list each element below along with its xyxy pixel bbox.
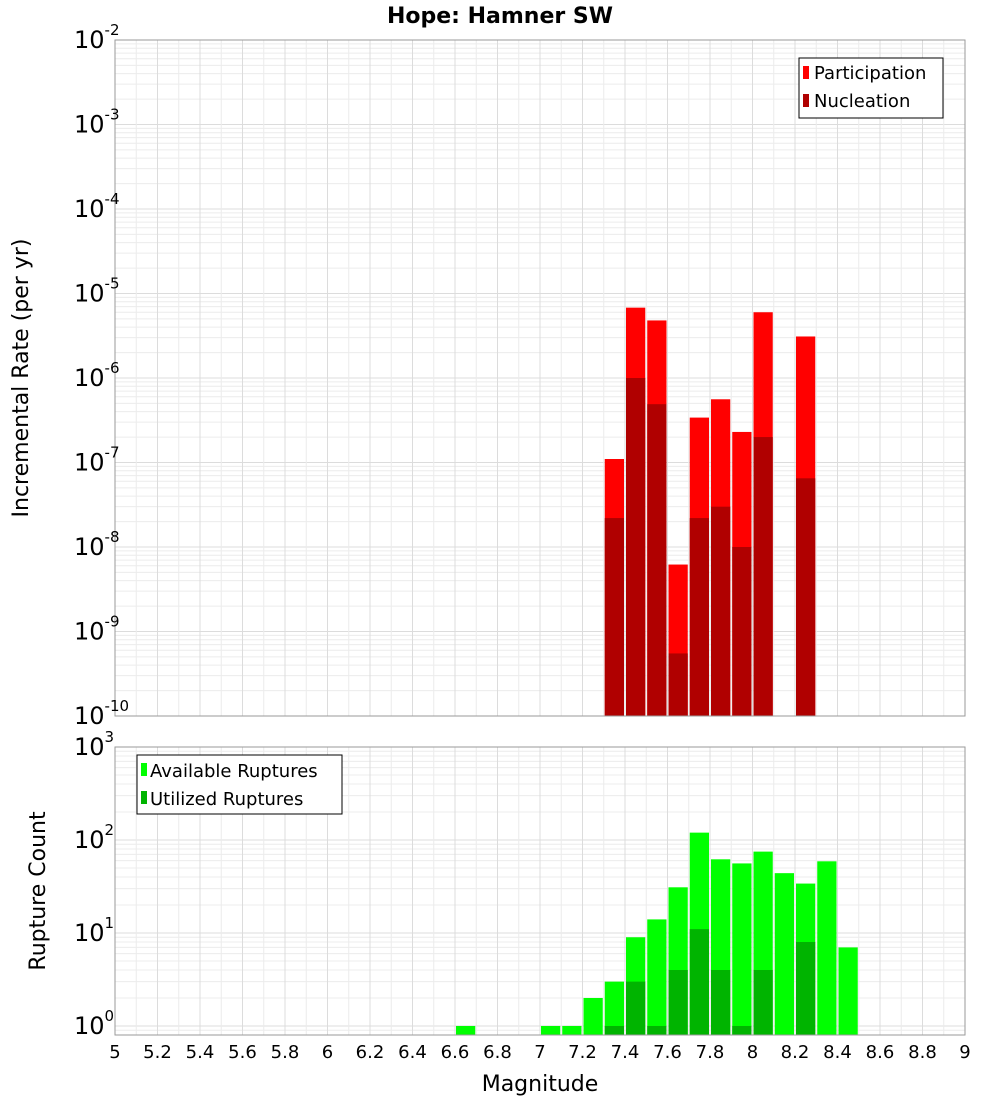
rate-legend-box [798, 57, 944, 119]
rate-y-tick-label: 10-6 [74, 359, 120, 392]
rate-bar-b [604, 518, 624, 716]
x-tick-label: 5.6 [228, 1042, 257, 1063]
rate-y-tick-label: 10-2 [74, 21, 120, 54]
count-bar-b [604, 1025, 624, 1035]
participation-legend-label: Participation [814, 63, 926, 84]
x-tick-label: 6.4 [398, 1042, 427, 1063]
rate-bar-b [753, 437, 773, 716]
x-tick-label: 6 [322, 1042, 333, 1063]
count-bar-a [562, 1025, 582, 1035]
x-tick-label: 8.2 [781, 1042, 810, 1063]
x-tick-label: 7.2 [568, 1042, 597, 1063]
count-bar-b [668, 969, 688, 1035]
rate-y-tick-label: 10-3 [74, 106, 120, 139]
rate-gridlines [114, 39, 966, 717]
count-plot-frame [114, 746, 966, 1036]
available-swatch [141, 763, 147, 776]
x-tick-label: 9 [959, 1042, 970, 1063]
chart-title: Hope: Hamner SW [387, 4, 613, 29]
nucleation-legend-label: Nucleation [814, 91, 910, 112]
x-tick-label: 6.2 [356, 1042, 385, 1063]
count-bar-a [774, 873, 794, 1035]
count-y-tick-label: 103 [74, 728, 114, 761]
rate-y-tick-label: 10-5 [74, 275, 120, 308]
x-tick-label: 5.8 [271, 1042, 300, 1063]
count-bar-b [647, 1025, 667, 1035]
nucleation-swatch [803, 94, 809, 107]
x-tick-label: 6.8 [483, 1042, 512, 1063]
count-legend: Available Ruptures Utilized Ruptures [136, 754, 343, 815]
rate-bar-b [796, 478, 816, 716]
rate-y-axis-label: Incremental Rate (per yr) [9, 239, 34, 518]
count-y-axis-label: Rupture Count [26, 811, 51, 971]
count-bar-b [753, 969, 773, 1035]
rate-y-tick-labels: 10-2 10-3 10-4 10-5 10-6 10-7 10-8 10-9 10-10 [74, 21, 129, 730]
rate-y-tick-label: 10-10 [74, 697, 129, 730]
count-bar-a [838, 947, 858, 1035]
count-bar-a [732, 863, 752, 1035]
rate-bar-b [626, 378, 646, 716]
x-tick-label: 7.4 [611, 1042, 640, 1063]
count-bar-b [689, 929, 709, 1035]
rate-bar-b [689, 518, 709, 716]
rate-bar-b [711, 506, 731, 716]
x-tick-label: 7 [534, 1042, 545, 1063]
x-tick-label: 8 [747, 1042, 758, 1063]
count-panel: 103 102 101 100 5 5.2 5.4 5.6 5.8 6 6.2 6.4 6.6 6.8 7… [26, 728, 971, 1097]
x-tick-label: 7.8 [696, 1042, 725, 1063]
count-bar-a [817, 861, 837, 1035]
utilized-legend-label: Utilized Ruptures [150, 789, 303, 810]
rate-panel: 10-2 10-3 10-4 10-5 10-6 10-7 10-8 10-9 10-10 In… [9, 21, 966, 730]
rate-bars [604, 307, 816, 716]
x-tick-label: 5.4 [186, 1042, 215, 1063]
count-bar-a [583, 997, 603, 1035]
x-tick-label: 8.8 [908, 1042, 937, 1063]
participation-swatch [803, 66, 809, 79]
x-tick-label: 5 [109, 1042, 120, 1063]
count-bar-b [711, 969, 731, 1035]
x-tick-label: 8.6 [866, 1042, 895, 1063]
x-tick-label: 6.6 [441, 1042, 470, 1063]
count-bar-b [796, 942, 816, 1035]
x-axis-label: Magnitude [482, 1072, 599, 1097]
rate-bar-b [668, 653, 688, 716]
x-tick-label: 8.4 [823, 1042, 852, 1063]
rate-legend: Participation Nucleation [798, 57, 944, 119]
x-tick-label: 7.6 [653, 1042, 682, 1063]
count-bar-a [647, 919, 667, 1035]
rate-y-tick-label: 10-9 [74, 613, 120, 646]
rate-y-tick-label: 10-7 [74, 444, 120, 477]
count-bars [456, 832, 858, 1035]
count-bar-b [626, 981, 646, 1035]
available-legend-label: Available Ruptures [150, 761, 318, 782]
rate-y-tick-label: 10-4 [74, 190, 120, 223]
count-bar-b [732, 1025, 752, 1035]
count-bar-a [456, 1025, 476, 1035]
count-legend-box [136, 754, 343, 815]
rate-bar-b [647, 404, 667, 716]
x-tick-labels: 5 5.2 5.4 5.6 5.8 6 6.2 6.4 6.6 6.8 7 7.2 7.4 7.6 7.8 8… [109, 1042, 970, 1063]
rate-plot-frame [114, 39, 966, 717]
x-tick-label: 5.2 [143, 1042, 172, 1063]
rate-bar-b [732, 547, 752, 716]
count-y-tick-labels: 103 102 101 100 [74, 728, 114, 1040]
count-bar-a [541, 1025, 561, 1035]
rate-y-tick-label: 10-8 [74, 528, 120, 561]
count-y-tick-label: 100 [74, 1007, 114, 1040]
utilized-swatch [141, 791, 147, 804]
count-y-tick-label: 102 [74, 821, 114, 854]
count-bar-a [604, 981, 624, 1035]
count-y-tick-label: 101 [74, 914, 114, 947]
